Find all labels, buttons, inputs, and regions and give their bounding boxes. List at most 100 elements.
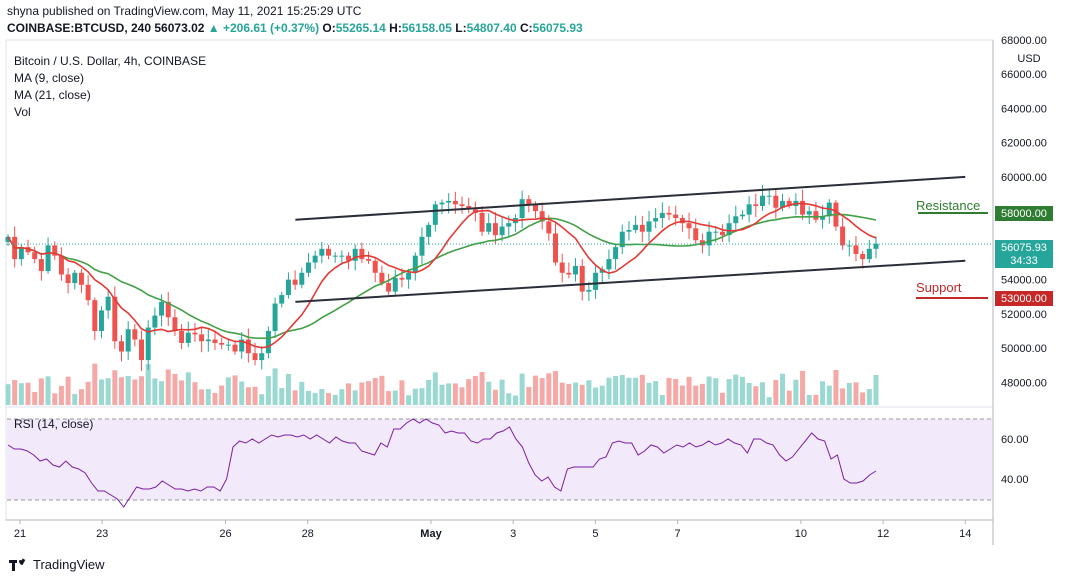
candle-body[interactable] <box>866 248 872 260</box>
candle-body[interactable] <box>279 295 285 304</box>
candle-body[interactable] <box>58 255 64 275</box>
candle-body[interactable] <box>172 317 178 331</box>
candle-body[interactable] <box>419 236 425 256</box>
candle-body[interactable] <box>719 231 725 236</box>
candle-body[interactable] <box>132 329 138 340</box>
candle-body[interactable] <box>192 332 198 335</box>
candle-body[interactable] <box>119 341 125 352</box>
candle-body[interactable] <box>479 212 485 232</box>
candle-body[interactable] <box>285 279 291 296</box>
candle-body[interactable] <box>780 200 786 208</box>
candle-body[interactable] <box>546 221 552 234</box>
candle-body[interactable] <box>65 274 71 284</box>
candle-body[interactable] <box>339 255 345 257</box>
candle-body[interactable] <box>646 221 652 232</box>
candle-body[interactable] <box>759 195 765 207</box>
candle-body[interactable] <box>139 339 145 361</box>
candle-body[interactable] <box>92 300 98 331</box>
ma9-line[interactable] <box>7 202 877 349</box>
candle-body[interactable] <box>145 327 151 361</box>
candle-body[interactable] <box>673 214 679 219</box>
candle-body[interactable] <box>820 216 826 220</box>
candle-body[interactable] <box>299 272 305 285</box>
candle-body[interactable] <box>860 253 866 260</box>
ma21-line[interactable] <box>7 213 877 340</box>
candle-body[interactable] <box>800 200 806 215</box>
rsi-line[interactable] <box>7 418 877 508</box>
candle-body[interactable] <box>272 303 278 331</box>
candle-body[interactable] <box>606 259 612 270</box>
candle-body[interactable] <box>739 214 745 217</box>
candles-layer[interactable] <box>5 184 879 372</box>
candle-body[interactable] <box>532 204 538 212</box>
candle-body[interactable] <box>325 248 331 256</box>
candle-body[interactable] <box>806 211 812 215</box>
candle-body[interactable] <box>519 199 525 219</box>
candle-body[interactable] <box>733 216 739 224</box>
candle-body[interactable] <box>486 223 492 232</box>
candle-body[interactable] <box>553 233 559 263</box>
candle-body[interactable] <box>265 330 271 354</box>
candle-body[interactable] <box>52 245 58 256</box>
candle-body[interactable] <box>112 296 118 342</box>
candle-body[interactable] <box>506 223 512 227</box>
candle-body[interactable] <box>199 334 205 342</box>
candle-body[interactable] <box>38 259 44 272</box>
candle-body[interactable] <box>452 200 458 205</box>
candle-body[interactable] <box>125 329 131 352</box>
candle-body[interactable] <box>366 259 372 261</box>
candle-body[interactable] <box>706 231 712 246</box>
candle-body[interactable] <box>633 224 639 230</box>
candle-body[interactable] <box>873 243 879 249</box>
candle-body[interactable] <box>78 272 84 285</box>
candle-body[interactable] <box>426 224 432 237</box>
candle-body[interactable] <box>593 272 599 290</box>
candle-body[interactable] <box>245 339 251 354</box>
candle-body[interactable] <box>5 236 11 242</box>
candle-body[interactable] <box>98 310 104 331</box>
candle-body[interactable] <box>499 226 505 236</box>
candle-body[interactable] <box>292 279 298 285</box>
candle-body[interactable] <box>619 231 625 248</box>
candle-body[interactable] <box>399 277 405 280</box>
candle-body[interactable] <box>412 255 418 273</box>
candle-body[interactable] <box>459 204 465 207</box>
candle-body[interactable] <box>219 342 225 345</box>
candle-body[interactable] <box>32 252 38 260</box>
candle-body[interactable] <box>392 277 398 292</box>
candle-body[interactable] <box>559 262 565 273</box>
candle-body[interactable] <box>179 330 185 343</box>
candle-body[interactable] <box>305 262 311 273</box>
candle-body[interactable] <box>840 226 846 246</box>
candle-body[interactable] <box>686 223 692 229</box>
candle-body[interactable] <box>492 223 498 236</box>
candle-body[interactable] <box>579 265 585 292</box>
candle-body[interactable] <box>332 255 338 257</box>
candle-body[interactable] <box>239 339 245 352</box>
candle-body[interactable] <box>713 231 719 233</box>
candle-body[interactable] <box>853 245 859 254</box>
candle-body[interactable] <box>165 301 171 318</box>
channel-lower-line[interactable] <box>295 259 966 303</box>
candle-body[interactable] <box>18 247 24 260</box>
candle-body[interactable] <box>72 272 78 284</box>
candle-body[interactable] <box>573 265 579 275</box>
candle-body[interactable] <box>626 229 632 232</box>
candle-body[interactable] <box>846 245 852 247</box>
candle-body[interactable] <box>753 204 759 207</box>
candle-body[interactable] <box>312 255 318 263</box>
candle-body[interactable] <box>105 296 111 311</box>
candle-body[interactable] <box>813 211 819 220</box>
candle-body[interactable] <box>185 332 191 343</box>
candle-body[interactable] <box>666 212 672 215</box>
candle-body[interactable] <box>352 248 358 261</box>
candle-body[interactable] <box>439 202 445 205</box>
candle-body[interactable] <box>693 228 699 241</box>
candle-body[interactable] <box>726 223 732 236</box>
candle-body[interactable] <box>319 248 325 256</box>
candle-body[interactable] <box>679 218 685 224</box>
candle-body[interactable] <box>446 200 452 203</box>
candle-body[interactable] <box>539 211 545 222</box>
candle-body[interactable] <box>205 339 211 342</box>
